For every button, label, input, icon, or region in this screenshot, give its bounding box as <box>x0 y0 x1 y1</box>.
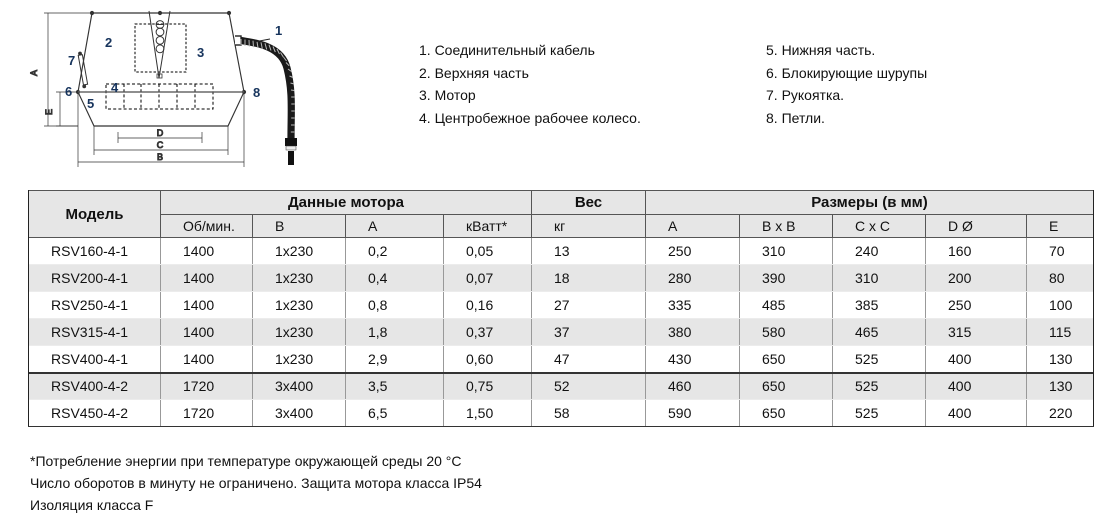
svg-text:4: 4 <box>111 80 119 95</box>
svg-text:1: 1 <box>275 23 282 38</box>
svg-text:3: 3 <box>197 45 204 60</box>
svg-text:5: 5 <box>87 96 94 111</box>
svg-text:E: E <box>44 109 54 115</box>
svg-text:B: B <box>157 152 163 162</box>
svg-text:6: 6 <box>65 84 72 99</box>
svg-text:C: C <box>157 140 164 150</box>
svg-text:A: A <box>29 70 39 76</box>
svg-text:2: 2 <box>105 35 112 50</box>
svg-text:D: D <box>157 128 164 138</box>
svg-text:7: 7 <box>68 53 75 68</box>
